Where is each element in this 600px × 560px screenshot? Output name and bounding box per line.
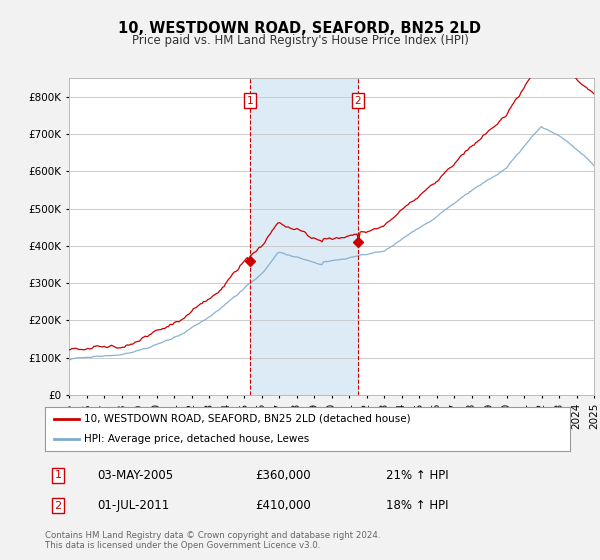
Text: £410,000: £410,000 [255,499,311,512]
Bar [250,78,358,395]
Text: 21% ↑ HPI: 21% ↑ HPI [386,469,449,482]
Text: HPI: Average price, detached house, Lewes: HPI: Average price, detached house, Lewe… [85,434,310,444]
Text: 01-JUL-2011: 01-JUL-2011 [97,499,170,512]
Text: 2: 2 [55,501,62,511]
Text: 18% ↑ HPI: 18% ↑ HPI [386,499,449,512]
Text: 03-MAY-2005: 03-MAY-2005 [97,469,173,482]
Text: Price paid vs. HM Land Registry's House Price Index (HPI): Price paid vs. HM Land Registry's House … [131,34,469,46]
Text: 1: 1 [55,470,62,480]
Text: 2: 2 [355,96,361,106]
Text: Contains HM Land Registry data © Crown copyright and database right 2024.
This d: Contains HM Land Registry data © Crown c… [45,531,380,550]
Text: 10, WESTDOWN ROAD, SEAFORD, BN25 2LD (detached house): 10, WESTDOWN ROAD, SEAFORD, BN25 2LD (de… [85,414,411,424]
Text: 10, WESTDOWN ROAD, SEAFORD, BN25 2LD: 10, WESTDOWN ROAD, SEAFORD, BN25 2LD [119,21,482,36]
Text: £360,000: £360,000 [255,469,311,482]
Text: 1: 1 [247,96,253,106]
